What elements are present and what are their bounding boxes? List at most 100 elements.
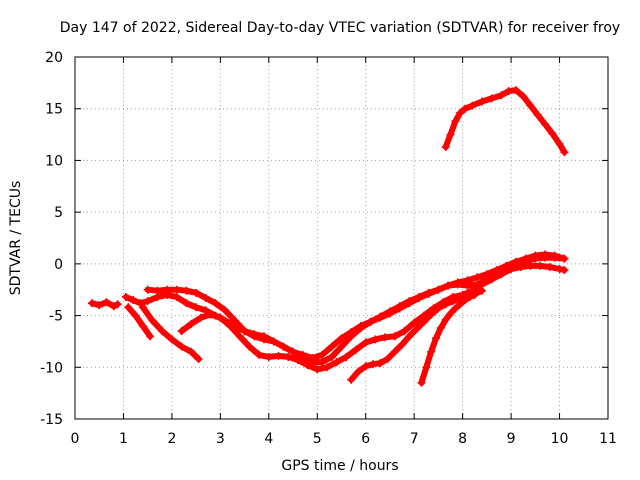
series-trace	[125, 304, 154, 340]
x-tick-label: 8	[458, 431, 467, 447]
data-point	[322, 363, 331, 372]
data-point	[284, 352, 293, 361]
data-point	[289, 347, 298, 356]
data-point	[446, 309, 455, 318]
data-point	[211, 299, 220, 308]
data-point	[526, 261, 535, 270]
x-tick-label: 7	[410, 431, 419, 447]
data-point	[441, 300, 450, 309]
series-arc-5	[143, 250, 569, 362]
x-tick-label: 10	[551, 431, 569, 447]
data-point	[95, 301, 104, 310]
data-point	[405, 332, 414, 341]
data-point	[153, 286, 162, 295]
data-point	[511, 257, 520, 266]
data-point	[293, 356, 302, 365]
data-point	[456, 108, 465, 117]
data-point	[560, 266, 569, 275]
data-point	[259, 335, 268, 344]
data-point	[274, 351, 283, 360]
data-point	[158, 327, 167, 336]
series-arc-8	[417, 290, 479, 387]
data-point	[354, 367, 363, 376]
data-point	[230, 316, 239, 325]
data-point	[303, 361, 312, 370]
data-point	[521, 254, 530, 263]
y-axis-label: SDTVAR / TECUs	[8, 181, 24, 296]
data-point	[194, 355, 203, 364]
data-point	[548, 129, 557, 138]
data-point	[124, 303, 133, 312]
data-point	[298, 350, 307, 359]
data-point	[167, 335, 176, 344]
series-arc-3	[124, 303, 155, 341]
data-point	[456, 300, 465, 309]
x-tick-label: 4	[264, 431, 273, 447]
data-point	[422, 363, 431, 372]
data-point	[347, 328, 356, 337]
data-point	[226, 321, 235, 330]
data-point	[465, 292, 474, 301]
data-point	[187, 347, 196, 356]
data-point	[453, 278, 462, 287]
data-point	[196, 313, 205, 322]
data-point	[318, 358, 327, 367]
data-point	[519, 92, 528, 101]
data-point	[473, 273, 482, 282]
data-point	[264, 352, 273, 361]
data-point	[143, 285, 152, 294]
data-point	[356, 321, 365, 330]
data-point	[441, 142, 450, 151]
y-tick-label: 15	[45, 102, 63, 118]
data-point	[192, 303, 201, 312]
series-arc-1	[87, 298, 122, 311]
data-point	[342, 352, 351, 361]
data-point	[482, 270, 491, 279]
series-trace	[144, 251, 568, 361]
data-point	[478, 97, 487, 106]
data-point	[560, 254, 569, 263]
data-point	[390, 347, 399, 356]
chart-title: Day 147 of 2022, Sidereal Day-to-day VTE…	[60, 20, 620, 36]
data-point	[313, 365, 322, 374]
data-point	[113, 300, 122, 309]
x-tick-label: 0	[71, 431, 80, 447]
data-point	[555, 139, 564, 148]
data-point	[511, 86, 520, 95]
data-point	[398, 340, 407, 349]
plot-series	[87, 86, 569, 387]
data-point	[308, 353, 317, 362]
data-point	[431, 334, 440, 343]
y-tick-label: -5	[49, 309, 63, 325]
data-point	[102, 298, 111, 307]
data-point	[255, 350, 264, 359]
data-point	[560, 148, 569, 157]
data-point	[531, 251, 540, 260]
data-point	[206, 310, 215, 319]
data-point	[138, 303, 147, 312]
data-point	[337, 334, 346, 343]
data-point	[533, 110, 542, 119]
y-tick-label: 10	[45, 153, 63, 169]
grid-lines	[75, 57, 608, 419]
data-point	[412, 325, 421, 334]
data-point	[366, 317, 375, 326]
data-point	[526, 101, 535, 110]
data-point	[245, 342, 254, 351]
data-point	[497, 270, 506, 279]
data-point	[131, 311, 140, 320]
axis-ticks	[74, 56, 609, 420]
data-point	[417, 378, 426, 387]
data-point	[545, 262, 554, 271]
data-point	[536, 261, 545, 270]
data-point	[318, 350, 327, 359]
data-point	[368, 360, 377, 369]
data-point	[163, 285, 172, 294]
x-tick-label: 2	[167, 431, 176, 447]
data-point	[427, 310, 436, 319]
data-point	[371, 335, 380, 344]
y-tick-label: -15	[40, 412, 63, 428]
data-point	[400, 327, 409, 336]
plot-frame	[74, 56, 609, 420]
